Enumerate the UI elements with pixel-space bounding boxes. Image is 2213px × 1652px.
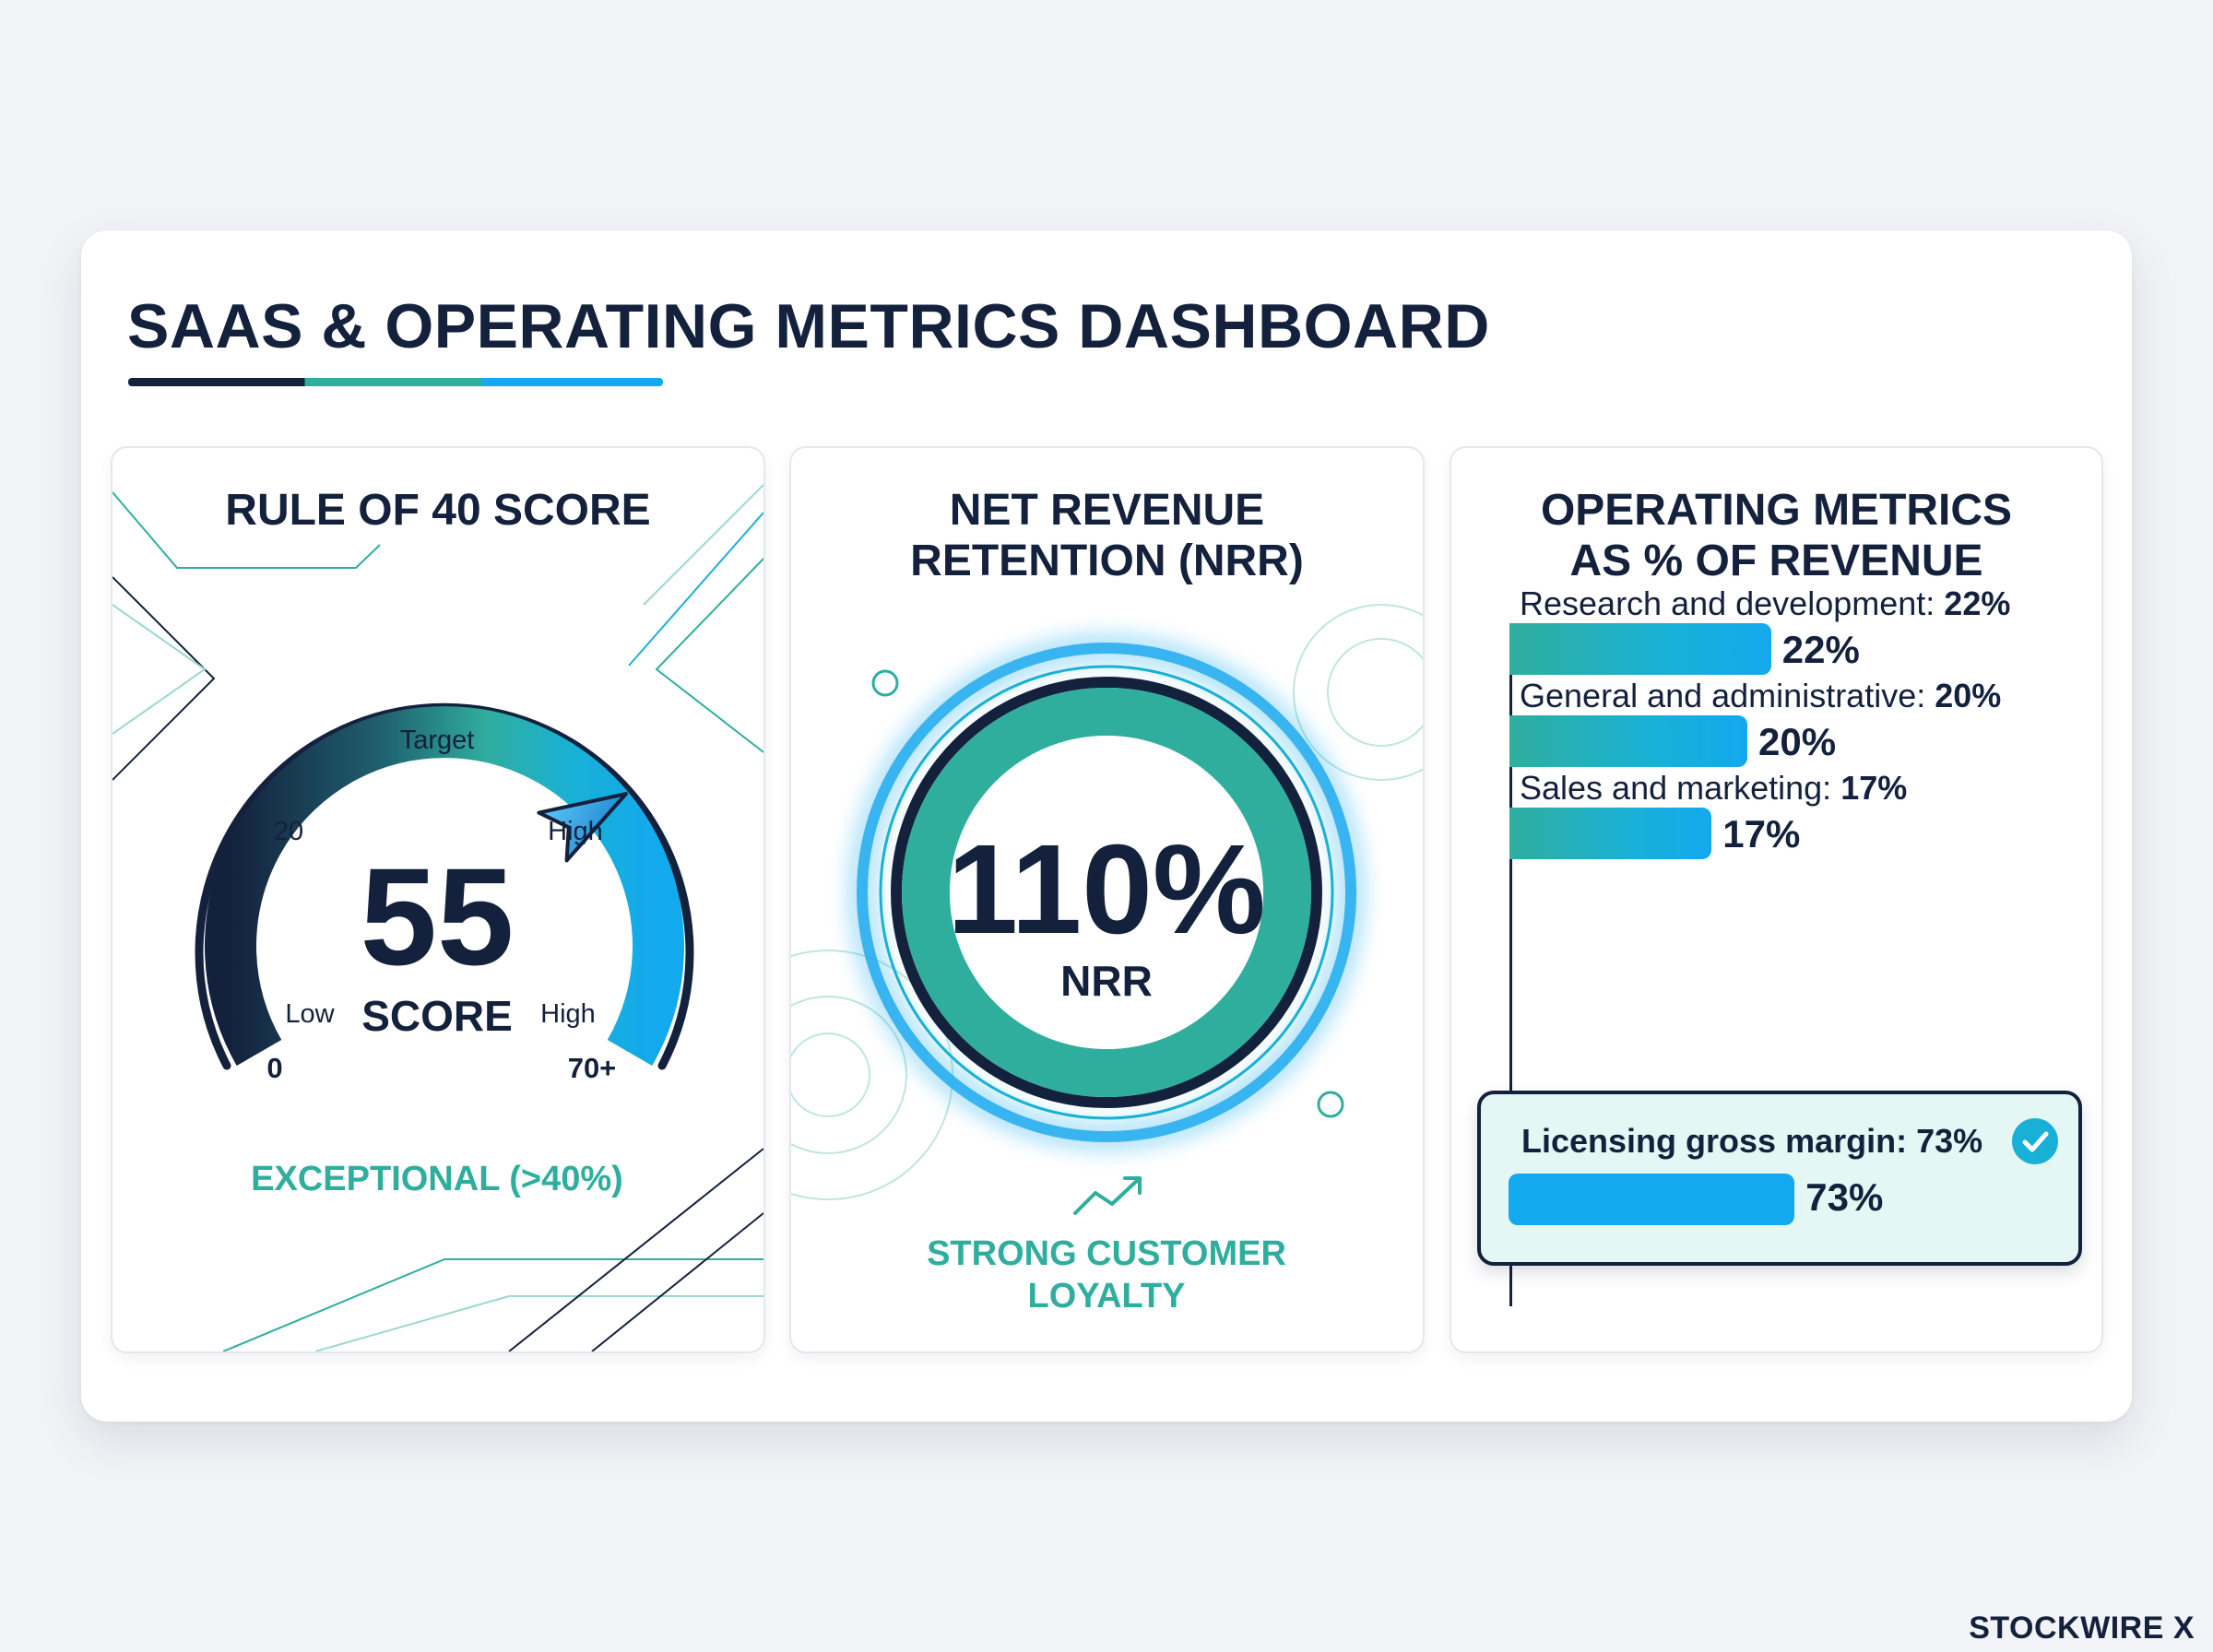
metric-bar	[1509, 715, 1747, 767]
metric-category: Sales and marketing:	[1520, 769, 1841, 807]
metric-bar-value: 20%	[1758, 720, 1837, 763]
nrr-ring	[857, 643, 1356, 1142]
metric-label: General and administrative: 20%	[1520, 677, 2001, 715]
gauge-low-label: Low	[285, 999, 335, 1029]
trending-up-icon	[1073, 1176, 1142, 1215]
gauge-needle-icon	[537, 792, 628, 863]
check-circle-icon	[2012, 1118, 2058, 1164]
metric-bar-value: 73%	[1805, 1175, 1884, 1219]
gauge-tick-20: 20	[274, 817, 303, 846]
nrr-card: 110% NRR STRONG CUSTOMER LOYALTY NET REV…	[789, 446, 1425, 1353]
decorative-circles	[791, 604, 1423, 1200]
metric-bar-value: 22%	[1781, 628, 1860, 671]
metric-category: General and administrative:	[1520, 677, 1935, 714]
rule-of-40-score: 55	[361, 839, 515, 994]
gauge-target-label: Target	[400, 726, 475, 755]
nrr-status-line2: LOYALTY	[1027, 1277, 1185, 1316]
gauge-tick-40: 40	[421, 671, 452, 702]
nrr-title: NET REVENUE RETENTION (NRR)	[910, 486, 1304, 586]
gauge-min-label: 0	[266, 1052, 282, 1084]
gauge-high-label-upper: High	[548, 817, 603, 846]
metric-bar-value: 17%	[1722, 812, 1801, 856]
metric-label: Sales and marketing: 17%	[1520, 769, 1907, 808]
metric-bar	[1509, 808, 1712, 859]
metric-inline-value: 17%	[1840, 769, 1908, 807]
chart-axis	[1509, 627, 1512, 1306]
metric-category: Research and development:	[1520, 584, 1945, 622]
nrr-value: 110%	[947, 819, 1265, 961]
metric-inline-value: 22%	[1944, 584, 2011, 622]
dashboard-title: SAAS & OPERATING METRICS DASHBOARD	[127, 291, 1490, 361]
nrr-unit: NRR	[1060, 957, 1153, 1005]
gauge-max-label: 70+	[568, 1052, 617, 1084]
operating-metrics-title: OPERATING METRICS AS % OF REVENUE	[1540, 486, 2013, 586]
dashboard-panel: SAAS & OPERATING METRICS DASHBOARD	[81, 230, 2132, 1422]
metric-label: Licensing gross margin: 73%	[1521, 1122, 1982, 1161]
operating-metrics-card: OPERATING METRICS AS % OF REVENUE Resear…	[1450, 446, 2103, 1353]
rule-of-40-status: EXCEPTIONAL (>40%)	[251, 1160, 623, 1198]
metric-row: General and administrative: 20% 20%	[1451, 677, 2101, 778]
brand-logo: STOCKWIRE X	[1969, 1611, 2195, 1646]
metric-label: Research and development: 22%	[1520, 584, 2010, 623]
metric-inline-value: 20%	[1935, 677, 2002, 714]
metric-bar	[1509, 1174, 1795, 1225]
rule-of-40-card: 40 Target 20 High Low High 0 70+ 55 SCOR…	[111, 446, 765, 1353]
metric-bar	[1509, 623, 1771, 675]
rule-of-40-title: RULE OF 40 SCORE	[225, 486, 651, 535]
rule-of-40-score-label: SCORE	[361, 992, 513, 1040]
rule-of-40-graphic: 40 Target 20 High Low High 0 70+ 55 SCOR…	[112, 484, 763, 1351]
decorative-lines	[112, 484, 763, 1351]
nrr-status-line1: STRONG CUSTOMER	[927, 1234, 1286, 1273]
metric-row: Research and development: 22% 22%	[1451, 584, 2101, 686]
metric-inline-value: 73%	[1916, 1122, 1983, 1160]
metric-row: Sales and marketing: 17% 17%	[1451, 769, 2101, 870]
rule-of-40-gauge	[195, 702, 694, 1070]
highlighted-metric-row: Licensing gross margin: 73% 73%	[1477, 1091, 2082, 1266]
nrr-graphic: 110% NRR STRONG CUSTOMER LOYALTY	[791, 604, 1423, 1316]
metric-category: Licensing gross margin:	[1521, 1122, 1917, 1160]
gauge-high-label-lower: High	[540, 999, 596, 1029]
title-underline	[128, 378, 663, 386]
